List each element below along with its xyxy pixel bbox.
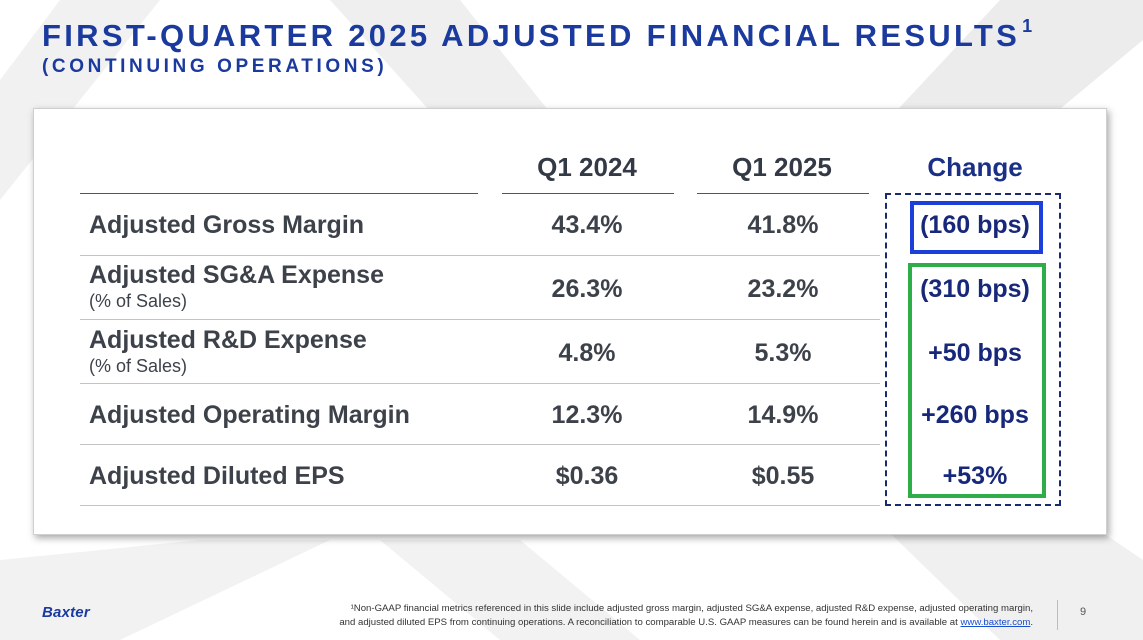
value-q1-2024-diluted-eps: $0.36 <box>555 462 619 490</box>
value-q1-2025-sga-expense: 23.2% <box>747 275 819 303</box>
row-label-gross-margin: Adjusted Gross Margin <box>89 211 365 239</box>
column-header-q1-2024: Q1 2024 <box>537 152 637 182</box>
footnote-line-1: ¹Non-GAAP financial metrics referenced i… <box>350 603 1033 614</box>
change-diluted-eps: +53% <box>942 462 1008 490</box>
header-rule <box>502 193 674 194</box>
change-gross-margin: (160 bps) <box>920 211 1030 239</box>
column-header-change: Change <box>927 152 1023 182</box>
value-q1-2024-sga-expense: 26.3% <box>551 275 623 303</box>
change-column-dashed-frame <box>885 193 1061 506</box>
column-header-q1-2025: Q1 2025 <box>732 152 832 182</box>
value-q1-2024-operating-margin: 12.3% <box>551 401 623 429</box>
header-rule <box>697 193 869 194</box>
change-rd-expense: +50 bps <box>928 339 1022 367</box>
value-q1-2024-rd-expense: 4.8% <box>558 339 616 367</box>
baxter-website-link[interactable]: www.baxter.com <box>960 617 1031 628</box>
row-sublabel-rd-expense: (% of Sales) <box>89 356 188 376</box>
positive-changes-highlight-box <box>908 263 1046 498</box>
page-subtitle: (CONTINUING OPERATIONS) <box>42 56 388 77</box>
row-label-sga-expense: Adjusted SG&A Expense <box>89 261 384 289</box>
results-card <box>33 108 1107 535</box>
title-footnote-marker: 1 <box>1022 16 1033 36</box>
value-q1-2025-rd-expense: 5.3% <box>754 339 812 367</box>
row-separator <box>80 383 880 384</box>
value-q1-2025-operating-margin: 14.9% <box>747 401 819 429</box>
page-title: FIRST-QUARTER 2025 ADJUSTED FINANCIAL RE… <box>42 16 1033 53</box>
row-label-diluted-eps: Adjusted Diluted EPS <box>89 462 345 490</box>
gross-margin-highlight-box <box>910 201 1043 254</box>
value-q1-2025-diluted-eps: $0.55 <box>751 462 815 490</box>
change-operating-margin: +260 bps <box>921 401 1029 429</box>
row-label-operating-margin: Adjusted Operating Margin <box>89 401 410 429</box>
change-sga-expense: (310 bps) <box>920 275 1030 303</box>
row-sublabel-sga-expense: (% of Sales) <box>89 291 188 311</box>
row-label-rd-expense: Adjusted R&D Expense <box>89 326 367 354</box>
row-separator <box>80 444 880 445</box>
value-q1-2025-gross-margin: 41.8% <box>747 211 819 239</box>
baxter-logo: Baxter <box>42 604 90 621</box>
footer-divider <box>1057 600 1058 630</box>
row-separator <box>80 319 880 320</box>
page-number: 9 <box>1080 606 1087 618</box>
header-rule <box>80 193 478 194</box>
footnote: ¹Non-GAAP financial metrics referenced i… <box>213 602 1033 630</box>
row-separator <box>80 505 880 506</box>
value-q1-2024-gross-margin: 43.4% <box>551 211 623 239</box>
row-separator <box>80 255 880 256</box>
footnote-line-2: and adjusted diluted EPS from continuing… <box>339 617 1033 628</box>
